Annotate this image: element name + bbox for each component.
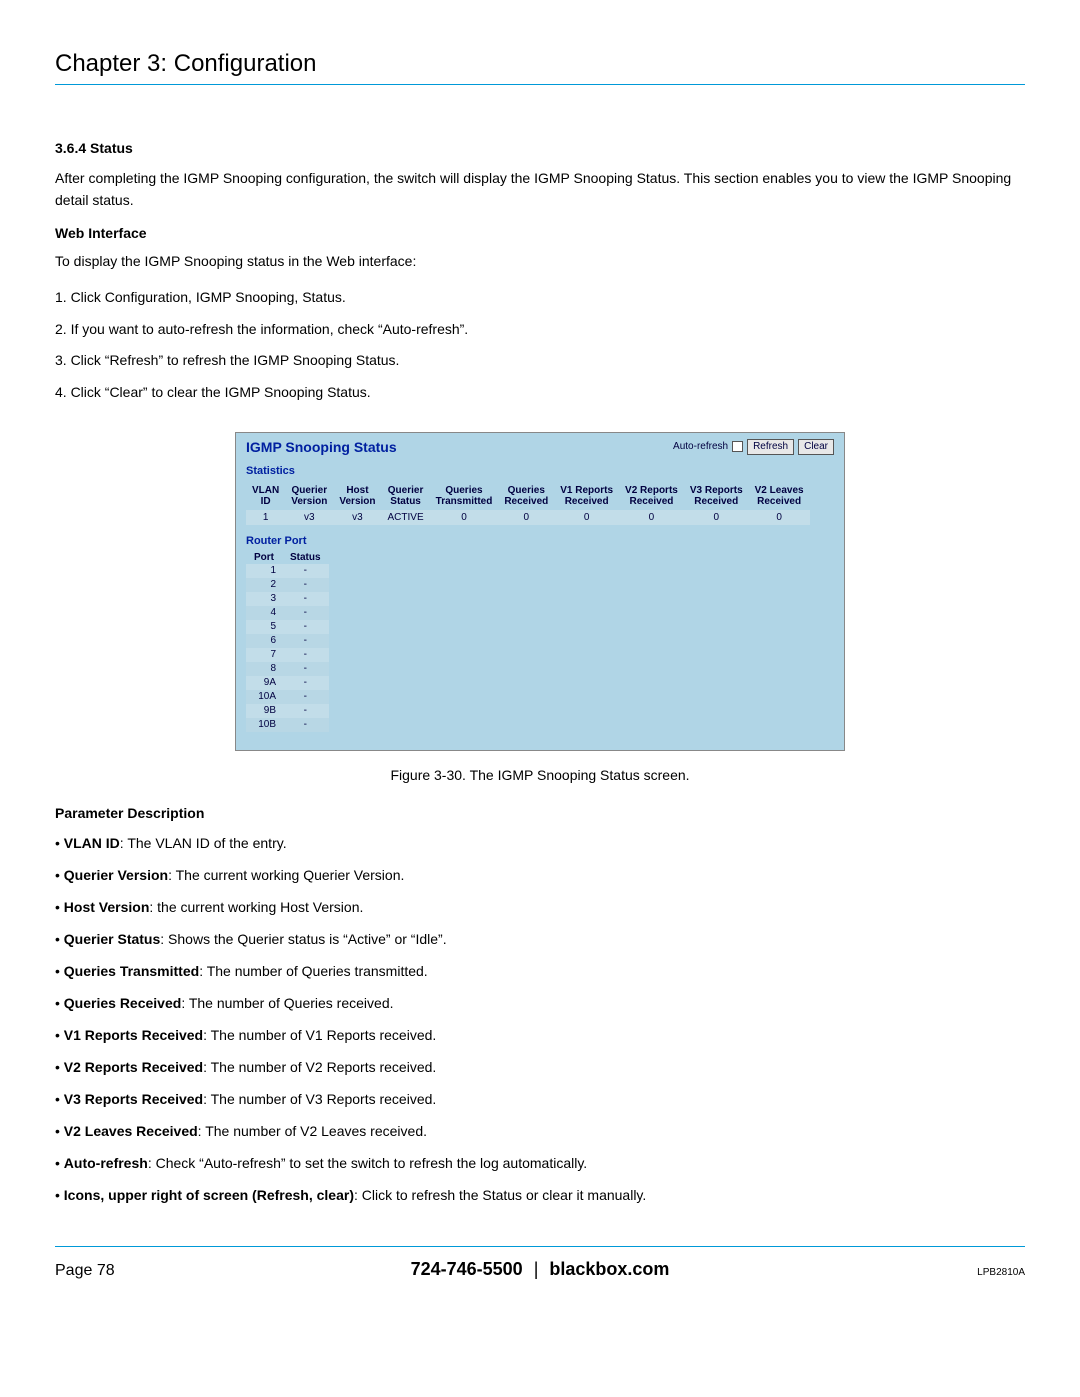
router-row: 5-	[246, 620, 329, 634]
router-row: 7-	[246, 648, 329, 662]
figure-caption: Figure 3-30. The IGMP Snooping Status sc…	[55, 767, 1025, 783]
router-row: 10A-	[246, 690, 329, 704]
screenshot-title: IGMP Snooping Status	[246, 439, 397, 455]
footer-site: blackbox.com	[549, 1259, 669, 1279]
cell: 0	[619, 510, 684, 525]
cell: v3	[285, 510, 333, 525]
port-cell: 9B	[246, 704, 282, 718]
col-v3-reports: V3 ReportsReceived	[684, 483, 749, 510]
port-cell: 8	[246, 662, 282, 676]
status-cell: -	[282, 704, 329, 718]
chapter-title: Chapter 3: Configuration	[55, 50, 1025, 85]
port-cell: 1	[246, 564, 282, 578]
router-port-label: Router Port	[246, 535, 834, 547]
part-number: LPB2810A	[825, 1267, 1025, 1278]
col-v2-leaves: V2 LeavesReceived	[749, 483, 810, 510]
parameter-item: • Icons, upper right of screen (Refresh,…	[55, 1185, 1025, 1206]
router-row: 9B-	[246, 704, 329, 718]
col-port: Port	[246, 551, 282, 564]
port-cell: 5	[246, 620, 282, 634]
port-cell: 3	[246, 592, 282, 606]
cell: v3	[333, 510, 381, 525]
status-cell: -	[282, 578, 329, 592]
parameter-item: • Queries Received: The number of Querie…	[55, 993, 1025, 1014]
router-row: 3-	[246, 592, 329, 606]
parameter-item: • V1 Reports Received: The number of V1 …	[55, 1025, 1025, 1046]
cell: ACTIVE	[382, 510, 430, 525]
step-2: 2. If you want to auto-refresh the infor…	[55, 319, 1025, 341]
status-cell: -	[282, 662, 329, 676]
page-number: Page 78	[55, 1262, 255, 1280]
col-status: Status	[282, 551, 329, 564]
col-v2-reports: V2 ReportsReceived	[619, 483, 684, 510]
router-row: 4-	[246, 606, 329, 620]
port-cell: 2	[246, 578, 282, 592]
router-row: 2-	[246, 578, 329, 592]
cell: 0	[749, 510, 810, 525]
cell: 0	[684, 510, 749, 525]
auto-refresh-label: Auto-refresh	[673, 441, 728, 452]
parameter-item: • V2 Reports Received: The number of V2 …	[55, 1057, 1025, 1078]
col-host-version: HostVersion	[333, 483, 381, 510]
port-cell: 7	[246, 648, 282, 662]
port-cell: 9A	[246, 676, 282, 690]
step-3: 3. Click “Refresh” to refresh the IGMP S…	[55, 350, 1025, 372]
status-cell: -	[282, 676, 329, 690]
footer-contact: 724-746-5500 | blackbox.com	[255, 1259, 825, 1280]
router-port-table: Port Status 1-2-3-4-5-6-7-8-9A-10A-9B-10…	[246, 551, 329, 732]
col-queries-rx: QueriesReceived	[498, 483, 554, 510]
page-footer: Page 78 724-746-5500 | blackbox.com LPB2…	[55, 1246, 1025, 1280]
router-row: 9A-	[246, 676, 329, 690]
port-cell: 10A	[246, 690, 282, 704]
router-row: 1-	[246, 564, 329, 578]
parameter-item: • VLAN ID: The VLAN ID of the entry.	[55, 833, 1025, 854]
parameter-description-heading: Parameter Description	[55, 805, 1025, 821]
col-queries-tx: QueriesTransmitted	[430, 483, 499, 510]
router-row: 10B-	[246, 718, 329, 732]
port-cell: 6	[246, 634, 282, 648]
router-row: 8-	[246, 662, 329, 676]
col-v1-reports: V1 ReportsReceived	[554, 483, 619, 510]
section-intro: After completing the IGMP Snooping confi…	[55, 168, 1025, 211]
web-interface-intro: To display the IGMP Snooping status in t…	[55, 251, 1025, 273]
parameter-item: • Querier Status: Shows the Querier stat…	[55, 929, 1025, 950]
section-number: 3.6.4 Status	[55, 140, 1025, 156]
statistics-label: Statistics	[246, 465, 834, 477]
router-row: 6-	[246, 634, 329, 648]
status-cell: -	[282, 606, 329, 620]
status-cell: -	[282, 564, 329, 578]
status-cell: -	[282, 648, 329, 662]
col-querier-status: QuerierStatus	[382, 483, 430, 510]
cell: 1	[246, 510, 285, 525]
cell: 0	[554, 510, 619, 525]
auto-refresh-checkbox[interactable]	[732, 441, 743, 452]
parameter-item: • Auto-refresh: Check “Auto-refresh” to …	[55, 1153, 1025, 1174]
step-4: 4. Click “Clear” to clear the IGMP Snoop…	[55, 382, 1025, 404]
port-cell: 10B	[246, 718, 282, 732]
igmp-screenshot: IGMP Snooping Status Auto-refresh Refres…	[235, 432, 845, 751]
status-cell: -	[282, 592, 329, 606]
status-cell: -	[282, 634, 329, 648]
col-vlan-id: VLANID	[246, 483, 285, 510]
footer-phone: 724-746-5500	[411, 1259, 523, 1279]
stats-row: 1 v3 v3 ACTIVE 0 0 0 0 0 0	[246, 510, 810, 525]
status-cell: -	[282, 718, 329, 732]
parameter-item: • Querier Version: The current working Q…	[55, 865, 1025, 886]
status-cell: -	[282, 620, 329, 634]
port-cell: 4	[246, 606, 282, 620]
parameter-item: • Queries Transmitted: The number of Que…	[55, 961, 1025, 982]
statistics-table: VLANID QuerierVersion HostVersion Querie…	[246, 483, 810, 525]
col-querier-version: QuerierVersion	[285, 483, 333, 510]
web-interface-heading: Web Interface	[55, 225, 1025, 241]
status-cell: -	[282, 690, 329, 704]
cell: 0	[498, 510, 554, 525]
parameter-item: • V3 Reports Received: The number of V3 …	[55, 1089, 1025, 1110]
step-1: 1. Click Configuration, IGMP Snooping, S…	[55, 287, 1025, 309]
clear-button[interactable]: Clear	[798, 439, 834, 455]
refresh-button[interactable]: Refresh	[747, 439, 794, 455]
cell: 0	[430, 510, 499, 525]
parameter-item: • V2 Leaves Received: The number of V2 L…	[55, 1121, 1025, 1142]
parameter-item: • Host Version: the current working Host…	[55, 897, 1025, 918]
